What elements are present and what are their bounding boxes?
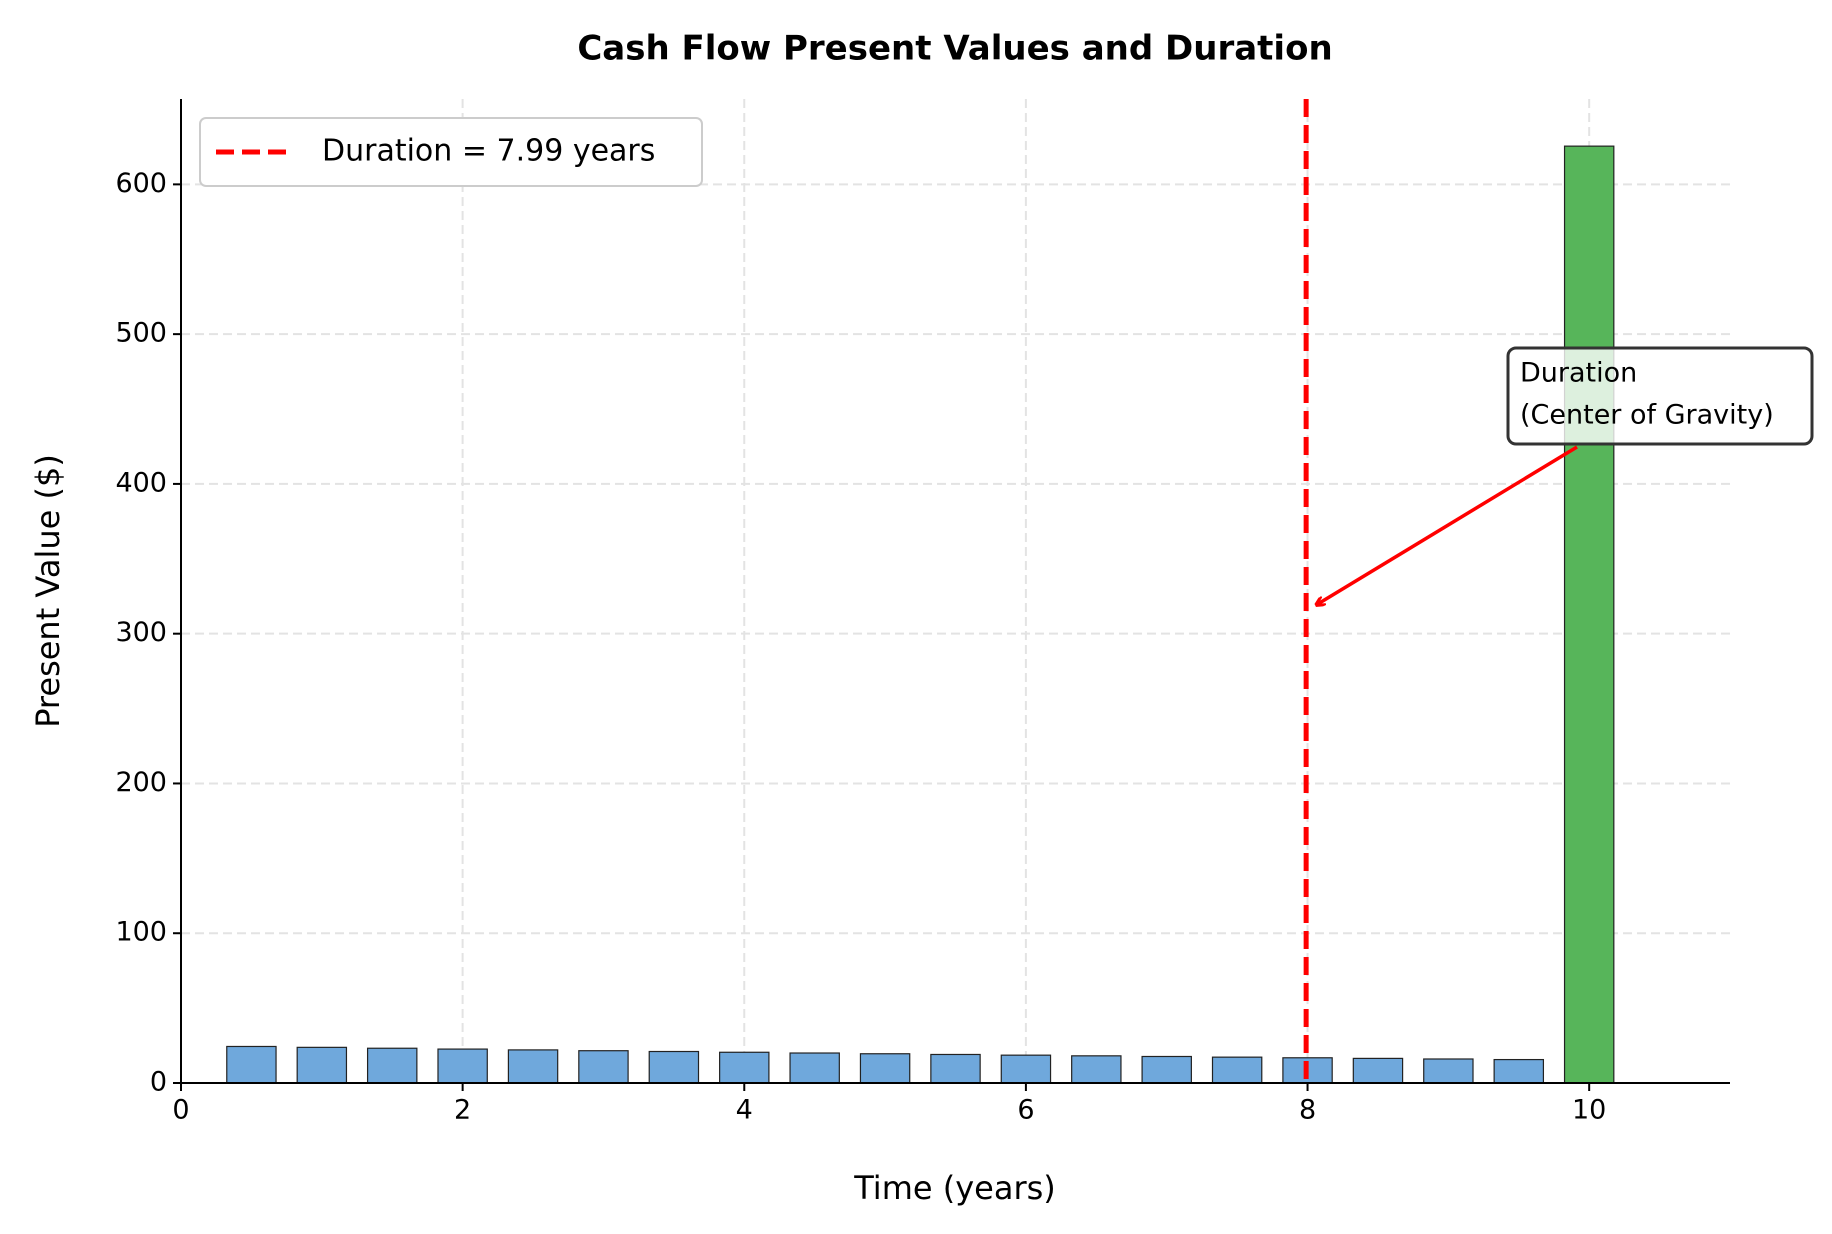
bar bbox=[719, 1051, 770, 1084]
x-tick-label: 0 bbox=[172, 1095, 189, 1126]
annotation-text: Duration bbox=[1520, 358, 1637, 389]
bar bbox=[1423, 1058, 1474, 1084]
y-tick-label: 300 bbox=[115, 617, 167, 648]
legend-label: Duration = 7.99 years bbox=[322, 134, 655, 169]
bar bbox=[1493, 1058, 1545, 1084]
legend-box bbox=[199, 117, 703, 187]
y-tick-label: 0 bbox=[150, 1067, 167, 1098]
x-tick-label: 2 bbox=[454, 1095, 471, 1126]
bar bbox=[226, 1045, 277, 1084]
y-tick-label: 600 bbox=[115, 168, 167, 199]
bar bbox=[366, 1047, 418, 1084]
bar bbox=[1563, 145, 1615, 1084]
bar bbox=[1211, 1056, 1263, 1084]
bar bbox=[1000, 1054, 1052, 1084]
chart-title: Cash Flow Present Values and Duration bbox=[577, 29, 1332, 69]
bar bbox=[1352, 1057, 1404, 1084]
y-tick-label: 100 bbox=[115, 917, 167, 948]
bar bbox=[296, 1046, 348, 1084]
bar bbox=[507, 1049, 559, 1084]
annotation-box bbox=[1506, 346, 1814, 446]
x-tick-label: 6 bbox=[1017, 1095, 1034, 1126]
bar bbox=[1071, 1055, 1122, 1084]
y-tick-label: 500 bbox=[115, 318, 167, 349]
bar bbox=[437, 1048, 488, 1084]
bar bbox=[930, 1053, 981, 1084]
bar bbox=[1141, 1055, 1192, 1084]
bar bbox=[789, 1052, 840, 1084]
x-tick-label: 4 bbox=[736, 1095, 753, 1126]
annotation-arrow bbox=[1316, 445, 1578, 605]
bar bbox=[648, 1050, 700, 1084]
x-axis-label: Time (years) bbox=[853, 1169, 1056, 1207]
bar bbox=[578, 1050, 629, 1084]
bar bbox=[859, 1053, 911, 1084]
y-tick-label: 200 bbox=[115, 767, 167, 798]
x-tick-label: 10 bbox=[1572, 1095, 1606, 1126]
y-axis-label: Present Value ($) bbox=[29, 454, 67, 728]
y-tick-label: 400 bbox=[115, 467, 167, 498]
annotation-text: (Center of Gravity) bbox=[1520, 400, 1774, 431]
x-tick-label: 8 bbox=[1299, 1095, 1316, 1126]
